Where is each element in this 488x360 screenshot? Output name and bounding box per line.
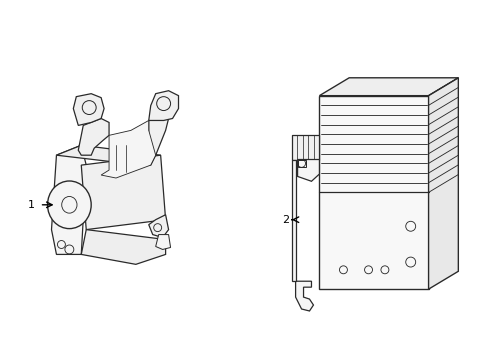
Polygon shape [81, 155, 165, 230]
Polygon shape [155, 235, 170, 249]
Ellipse shape [47, 181, 91, 229]
Polygon shape [291, 159, 295, 281]
Polygon shape [141, 113, 168, 165]
Polygon shape [148, 91, 178, 121]
Polygon shape [297, 159, 305, 167]
Polygon shape [295, 281, 313, 311]
Polygon shape [427, 78, 457, 289]
Polygon shape [148, 215, 168, 238]
Text: 1: 1 [28, 200, 35, 210]
Polygon shape [319, 78, 457, 96]
Polygon shape [51, 145, 86, 255]
Polygon shape [78, 118, 109, 155]
Polygon shape [101, 121, 155, 178]
Polygon shape [81, 230, 165, 264]
Polygon shape [73, 94, 104, 125]
Polygon shape [56, 145, 161, 165]
Polygon shape [319, 96, 427, 289]
Text: 2: 2 [282, 215, 289, 225]
Polygon shape [291, 135, 319, 159]
Polygon shape [297, 159, 319, 181]
